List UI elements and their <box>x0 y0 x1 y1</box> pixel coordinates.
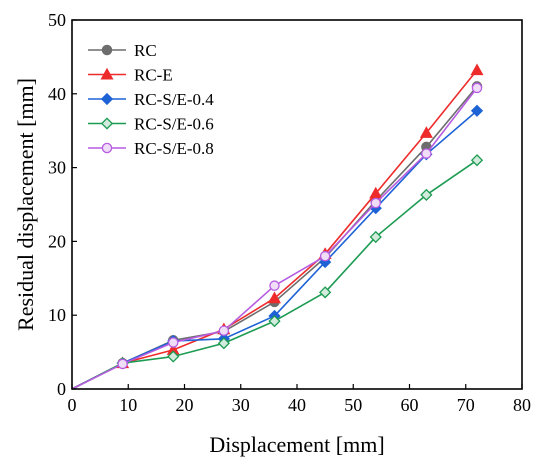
series-line <box>71 85 478 390</box>
x-tick-label: 60 <box>401 395 419 415</box>
data-point <box>471 82 483 94</box>
plot-frame <box>71 19 523 390</box>
data-point <box>420 188 433 202</box>
x-tick-label: 50 <box>344 395 362 415</box>
ticks-layer: 0 10 20 30 40 50 60 70 80 0 10 20 30 40 50 <box>48 10 531 415</box>
legend-item: RC-E <box>88 66 173 85</box>
data-point <box>470 104 484 117</box>
data-point <box>117 358 128 370</box>
y-tick-label: 50 <box>48 10 66 30</box>
data-point <box>267 291 282 304</box>
series-5 <box>71 82 483 390</box>
series-line <box>71 69 478 390</box>
data-point <box>269 280 280 291</box>
data-point <box>217 337 230 350</box>
x-axis-title: Displacement [mm] <box>209 432 384 457</box>
x-tick-label: 80 <box>513 395 531 415</box>
data-point <box>218 325 230 336</box>
data-point <box>470 154 484 167</box>
legend-marker <box>101 44 113 56</box>
legend-item: RC-S/E-0.4 <box>88 90 214 109</box>
legend-label: RC-E <box>134 66 173 85</box>
data-point <box>268 314 281 328</box>
legend-marker <box>100 92 114 106</box>
y-tick-label: 30 <box>48 158 66 178</box>
data-point <box>470 63 484 76</box>
x-tick-label: 0 <box>68 395 77 415</box>
series-line <box>71 87 478 390</box>
y-tick-label: 10 <box>48 305 66 325</box>
legend-item: RC <box>88 41 157 60</box>
y-tick-label: 40 <box>48 84 66 104</box>
y-tick-label: 20 <box>48 231 66 251</box>
data-point <box>319 250 331 262</box>
data-point <box>319 286 332 299</box>
legend-item: RC-S/E-0.6 <box>88 115 214 134</box>
y-tick-label: 0 <box>57 379 66 399</box>
x-tick-label: 70 <box>457 395 475 415</box>
series-line <box>71 110 478 390</box>
legend-label: RC <box>134 41 157 60</box>
x-tick-label: 30 <box>232 395 250 415</box>
data-point <box>369 230 382 244</box>
data-point <box>419 126 433 138</box>
series-4 <box>71 154 484 390</box>
data-point <box>167 337 179 348</box>
series-layer <box>71 63 484 390</box>
legend-label: RC-S/E-0.8 <box>134 139 214 158</box>
data-point <box>369 186 383 199</box>
x-tick-label: 20 <box>176 395 194 415</box>
data-point <box>370 197 381 209</box>
series-line <box>71 159 478 390</box>
series-2 <box>71 63 484 390</box>
legend-marker <box>100 117 114 130</box>
y-axis-title: Residual displacement [mm] <box>13 78 38 331</box>
data-point <box>421 148 432 159</box>
legend: RC RC-E RC-S/E-0.4 RC-S/E-0.6 RC-S/E-0.8 <box>88 41 214 158</box>
legend-item: RC-S/E-0.8 <box>88 139 214 158</box>
x-tick-label: 10 <box>119 395 137 415</box>
legend-marker <box>101 142 113 154</box>
legend-marker <box>100 67 114 80</box>
legend-label: RC-S/E-0.4 <box>134 90 214 109</box>
data-point <box>167 350 180 363</box>
legend-label: RC-S/E-0.6 <box>134 115 214 134</box>
x-tick-label: 40 <box>288 395 306 415</box>
